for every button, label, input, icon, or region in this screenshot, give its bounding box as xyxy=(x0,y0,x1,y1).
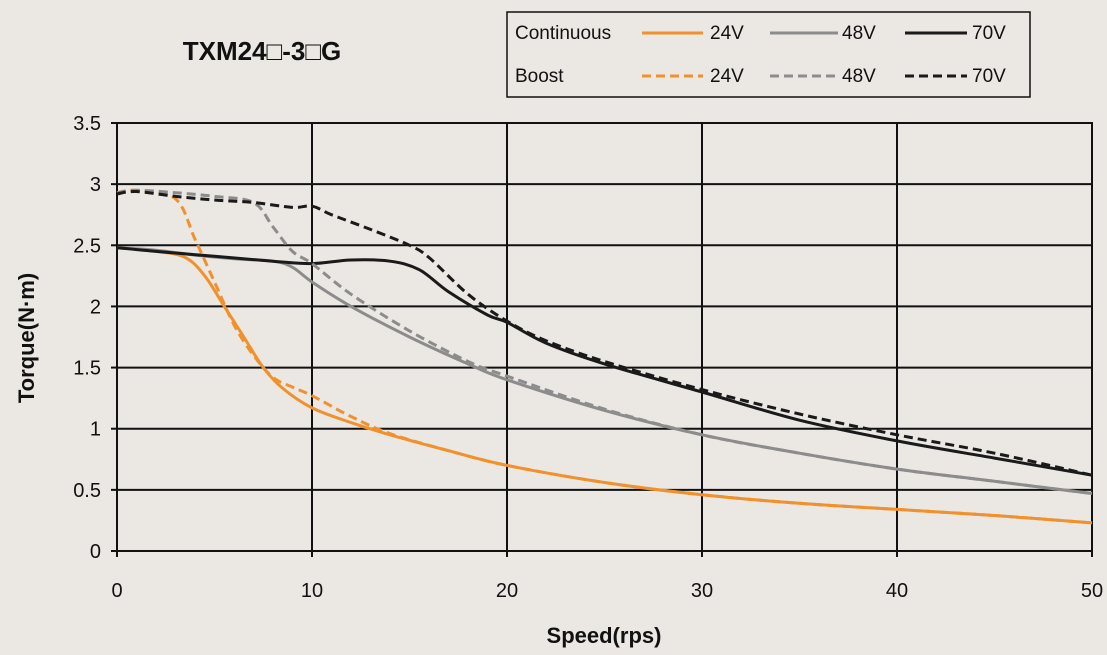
x-tick-label: 20 xyxy=(496,580,518,602)
y-tick-label: 0.5 xyxy=(73,480,101,502)
legend-entry-label: 24V xyxy=(710,66,744,87)
y-tick-label: 0 xyxy=(90,541,101,563)
x-tick-label: 40 xyxy=(886,580,908,602)
series-line-boost-24v xyxy=(116,188,1093,525)
series-line-continuous-70v xyxy=(116,246,1093,477)
y-tick-label: 2 xyxy=(90,296,101,318)
x-axis-title: Speed(rps) xyxy=(547,623,662,648)
series-layer xyxy=(116,188,1093,525)
legend-entry-label: 70V xyxy=(972,23,1006,44)
legend-row-label: Continuous xyxy=(515,23,611,44)
y-tick-label: 3.5 xyxy=(73,113,101,135)
axes: 0 0.5 1 1.5 2 2.5 3 3.5 0 10 20 30 40 50 xyxy=(73,113,1103,602)
legend-entry-label: 70V xyxy=(972,66,1006,87)
legend-row-label: Boost xyxy=(515,66,564,87)
legend-entry-label: 48V xyxy=(842,66,876,87)
series-line-boost-70v xyxy=(116,189,1093,477)
legend-entry-label: 24V xyxy=(710,23,744,44)
x-tick-label: 10 xyxy=(301,580,323,602)
legend: Continuous Boost 24V 48V 70V 24V 48V 70V xyxy=(506,11,1031,98)
series-line-boost-48v xyxy=(116,188,1093,495)
x-tick-label: 50 xyxy=(1081,580,1103,602)
y-tick-label: 1 xyxy=(90,419,101,441)
y-tick-label: 3 xyxy=(90,174,101,196)
grid xyxy=(116,122,1093,552)
x-tick-label: 0 xyxy=(111,580,122,602)
y-tick-label: 2.5 xyxy=(73,235,101,257)
x-tick-label: 30 xyxy=(691,580,713,602)
legend-box xyxy=(506,11,1031,98)
chart-title: TXM24□-3□G xyxy=(183,36,342,66)
legend-entry-label: 48V xyxy=(842,23,876,44)
y-axis-title: Torque(N·m) xyxy=(14,273,39,403)
y-tick-label: 1.5 xyxy=(73,358,101,380)
